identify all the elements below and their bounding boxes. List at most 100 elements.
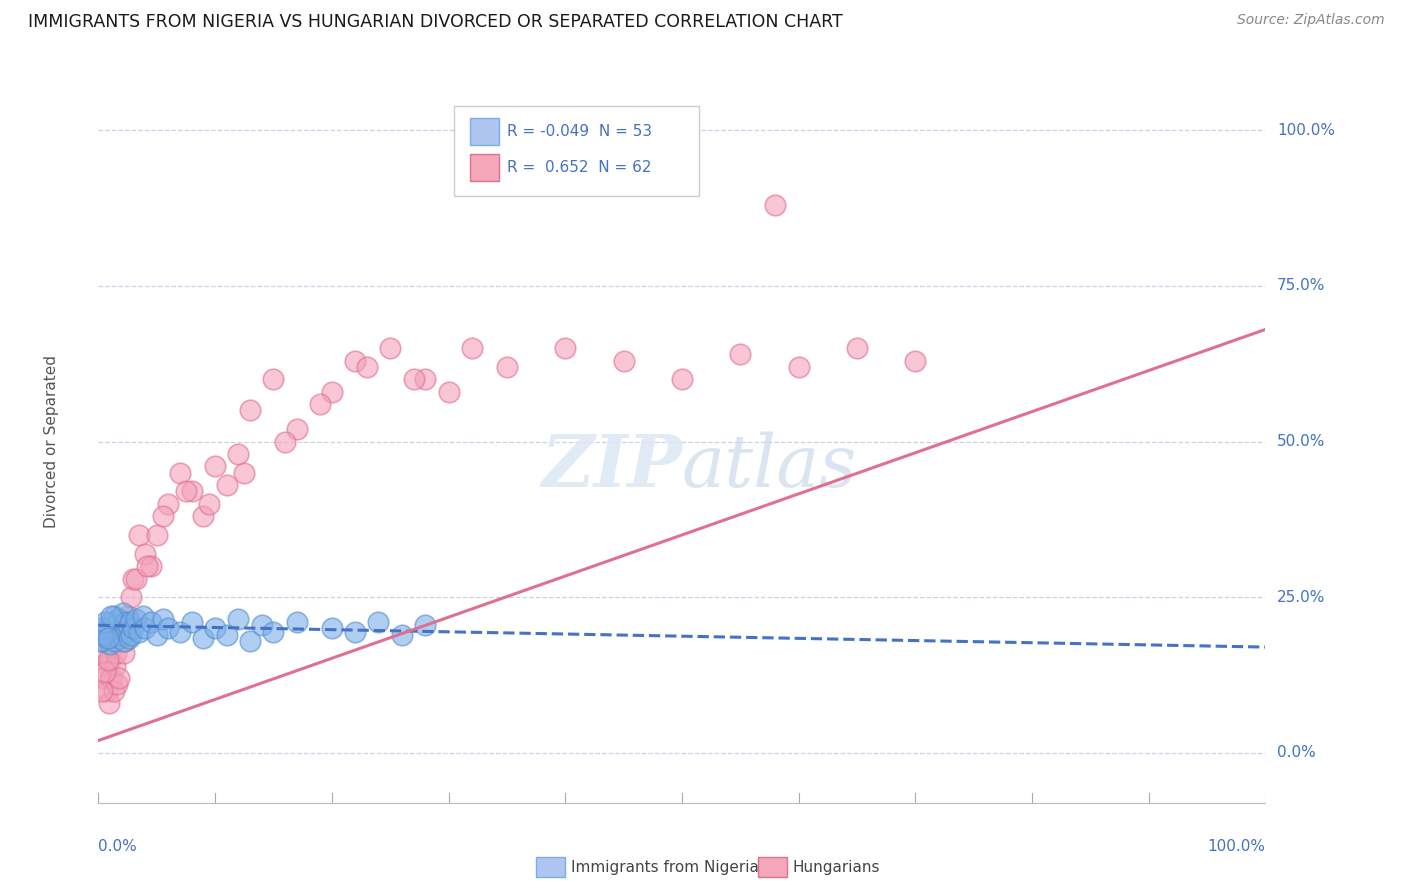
Point: [763, 198, 786, 212]
Point: [117, 609, 139, 624]
Point: [215, 627, 238, 641]
Bar: [470, 118, 499, 145]
Text: atlas: atlas: [682, 431, 858, 501]
Point: [169, 624, 191, 639]
Point: [128, 528, 150, 542]
FancyBboxPatch shape: [454, 105, 699, 196]
Point: [285, 615, 308, 630]
Point: [204, 621, 226, 635]
Text: 75.0%: 75.0%: [1277, 278, 1326, 293]
Point: [91, 671, 114, 685]
Point: [128, 624, 150, 639]
Point: [193, 631, 215, 645]
Point: [98, 652, 121, 666]
Point: [157, 621, 180, 635]
Point: [496, 359, 519, 374]
Point: [105, 677, 128, 691]
Text: R =  0.652  N = 62: R = 0.652 N = 62: [508, 161, 651, 175]
Point: [554, 341, 576, 355]
Point: [114, 633, 136, 648]
Text: Source: ZipAtlas.com: Source: ZipAtlas.com: [1237, 13, 1385, 28]
Point: [262, 372, 284, 386]
Point: [90, 633, 112, 648]
Point: [107, 612, 129, 626]
Point: [309, 397, 332, 411]
Point: [215, 478, 238, 492]
Point: [344, 353, 367, 368]
Text: 100.0%: 100.0%: [1208, 838, 1265, 854]
Point: [91, 627, 114, 641]
Text: R = -0.049  N = 53: R = -0.049 N = 53: [508, 124, 652, 139]
Point: [100, 671, 122, 685]
Point: [367, 615, 389, 630]
Point: [391, 627, 413, 641]
Point: [93, 646, 115, 660]
Point: [904, 353, 927, 368]
Point: [115, 624, 138, 639]
Text: 0.0%: 0.0%: [98, 838, 138, 854]
Point: [134, 547, 156, 561]
Point: [120, 591, 142, 605]
Point: [100, 615, 122, 630]
Point: [120, 627, 142, 641]
Point: [152, 509, 174, 524]
Point: [104, 633, 127, 648]
Point: [93, 624, 115, 639]
Text: Hungarians: Hungarians: [793, 860, 880, 874]
Point: [94, 615, 117, 630]
Point: [152, 612, 174, 626]
Point: [101, 627, 124, 641]
Point: [136, 559, 159, 574]
Bar: [470, 154, 499, 181]
Point: [125, 612, 148, 626]
Point: [105, 624, 128, 639]
Point: [89, 633, 111, 648]
Point: [90, 621, 112, 635]
Point: [117, 618, 139, 632]
Point: [97, 652, 120, 666]
Point: [132, 609, 155, 624]
Point: [122, 572, 145, 586]
Point: [110, 621, 132, 635]
Point: [169, 466, 191, 480]
Point: [413, 372, 436, 386]
Point: [193, 509, 215, 524]
Point: [204, 459, 226, 474]
Point: [321, 384, 343, 399]
Point: [94, 665, 117, 679]
Point: [139, 615, 162, 630]
Point: [111, 627, 134, 641]
Text: Immigrants from Nigeria: Immigrants from Nigeria: [571, 860, 759, 874]
Point: [380, 341, 402, 355]
Text: IMMIGRANTS FROM NIGERIA VS HUNGARIAN DIVORCED OR SEPARATED CORRELATION CHART: IMMIGRANTS FROM NIGERIA VS HUNGARIAN DIV…: [28, 13, 842, 31]
Point: [787, 359, 810, 374]
Point: [437, 384, 460, 399]
Text: Divorced or Separated: Divorced or Separated: [44, 355, 59, 528]
Point: [285, 422, 308, 436]
Point: [103, 683, 125, 698]
Point: [461, 341, 484, 355]
Point: [108, 671, 131, 685]
Point: [239, 403, 262, 417]
Point: [402, 372, 425, 386]
Point: [344, 624, 367, 639]
FancyBboxPatch shape: [536, 857, 565, 877]
Point: [97, 633, 120, 648]
Point: [96, 621, 118, 635]
Point: [97, 631, 120, 645]
Point: [321, 621, 343, 635]
Point: [413, 618, 436, 632]
Point: [108, 631, 131, 645]
Point: [114, 615, 136, 630]
Point: [122, 621, 145, 635]
Point: [846, 341, 869, 355]
Point: [139, 559, 162, 574]
Point: [112, 633, 135, 648]
Point: [118, 615, 141, 630]
Point: [198, 497, 221, 511]
Point: [228, 447, 250, 461]
Point: [97, 696, 120, 710]
Point: [730, 347, 752, 361]
Point: [612, 353, 634, 368]
Point: [274, 434, 297, 449]
